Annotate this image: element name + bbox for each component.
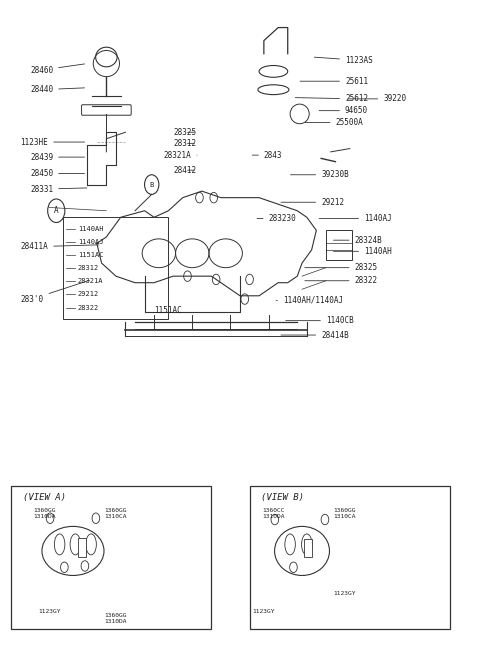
- Text: 28440: 28440: [30, 85, 84, 94]
- Text: A: A: [54, 206, 59, 215]
- Text: 25611: 25611: [300, 77, 368, 85]
- Text: 1360GG
1310CA: 1360GG 1310CA: [105, 509, 127, 519]
- Text: 28414B: 28414B: [281, 330, 349, 340]
- Text: 1123GY: 1123GY: [38, 608, 60, 614]
- Text: 25500A: 25500A: [305, 118, 363, 127]
- Bar: [78, 538, 86, 558]
- Text: 1123GY: 1123GY: [252, 608, 275, 614]
- Text: (VIEW B): (VIEW B): [262, 493, 304, 503]
- Bar: [250, 486, 450, 629]
- Text: 2843: 2843: [252, 150, 282, 160]
- Text: 1123HE: 1123HE: [21, 137, 84, 147]
- Text: 25612: 25612: [295, 95, 368, 103]
- Text: 1140AJ: 1140AJ: [319, 214, 392, 223]
- Bar: [11, 486, 211, 629]
- Bar: [304, 539, 312, 558]
- Text: 1151AC: 1151AC: [154, 306, 182, 315]
- Text: 28325: 28325: [173, 127, 196, 137]
- Bar: [63, 217, 168, 319]
- Text: 94650: 94650: [319, 106, 368, 115]
- Text: 28321A: 28321A: [78, 279, 103, 284]
- Text: 28324B: 28324B: [334, 236, 382, 244]
- Text: 28450: 28450: [30, 169, 84, 178]
- Text: 1123GY: 1123GY: [334, 591, 356, 597]
- Text: 39230B: 39230B: [290, 170, 349, 179]
- Text: 28331: 28331: [30, 185, 87, 194]
- Text: 28321A: 28321A: [164, 150, 197, 160]
- Text: 29212: 29212: [281, 198, 344, 207]
- Text: 1360GG
1310DA: 1360GG 1310DA: [105, 613, 127, 624]
- Text: 1360CC
1310DA: 1360CC 1310DA: [262, 509, 285, 519]
- Text: B: B: [150, 181, 154, 187]
- Text: 1360GG
1310DA: 1360GG 1310DA: [33, 509, 56, 519]
- Bar: [326, 231, 352, 260]
- Text: 29212: 29212: [78, 292, 99, 298]
- Text: 1151AC: 1151AC: [78, 252, 103, 258]
- FancyBboxPatch shape: [82, 104, 131, 115]
- Text: 283230: 283230: [257, 214, 296, 223]
- Text: 28439: 28439: [30, 152, 84, 162]
- Text: 1360GG
1310CA: 1360GG 1310CA: [334, 509, 356, 519]
- Text: 28322: 28322: [78, 305, 99, 311]
- Text: (VIEW A): (VIEW A): [23, 493, 66, 503]
- Text: 1140AH: 1140AH: [334, 247, 392, 256]
- Text: 28412: 28412: [173, 166, 196, 175]
- Text: 28411A: 28411A: [21, 242, 99, 251]
- Text: 1140AJ: 1140AJ: [78, 239, 103, 245]
- Text: 28460: 28460: [30, 64, 84, 75]
- Text: 1123AS: 1123AS: [314, 56, 373, 65]
- Text: 1140AH/1140AJ: 1140AH/1140AJ: [276, 296, 343, 305]
- Text: 28312: 28312: [173, 139, 196, 148]
- Text: 283'0: 283'0: [21, 281, 89, 304]
- Text: 28322: 28322: [305, 276, 378, 285]
- Text: 28325: 28325: [305, 263, 378, 272]
- Text: 39220: 39220: [348, 95, 406, 103]
- Text: 1140CB: 1140CB: [286, 316, 354, 325]
- Text: 28312: 28312: [78, 265, 99, 271]
- Text: 1140AH: 1140AH: [78, 226, 103, 232]
